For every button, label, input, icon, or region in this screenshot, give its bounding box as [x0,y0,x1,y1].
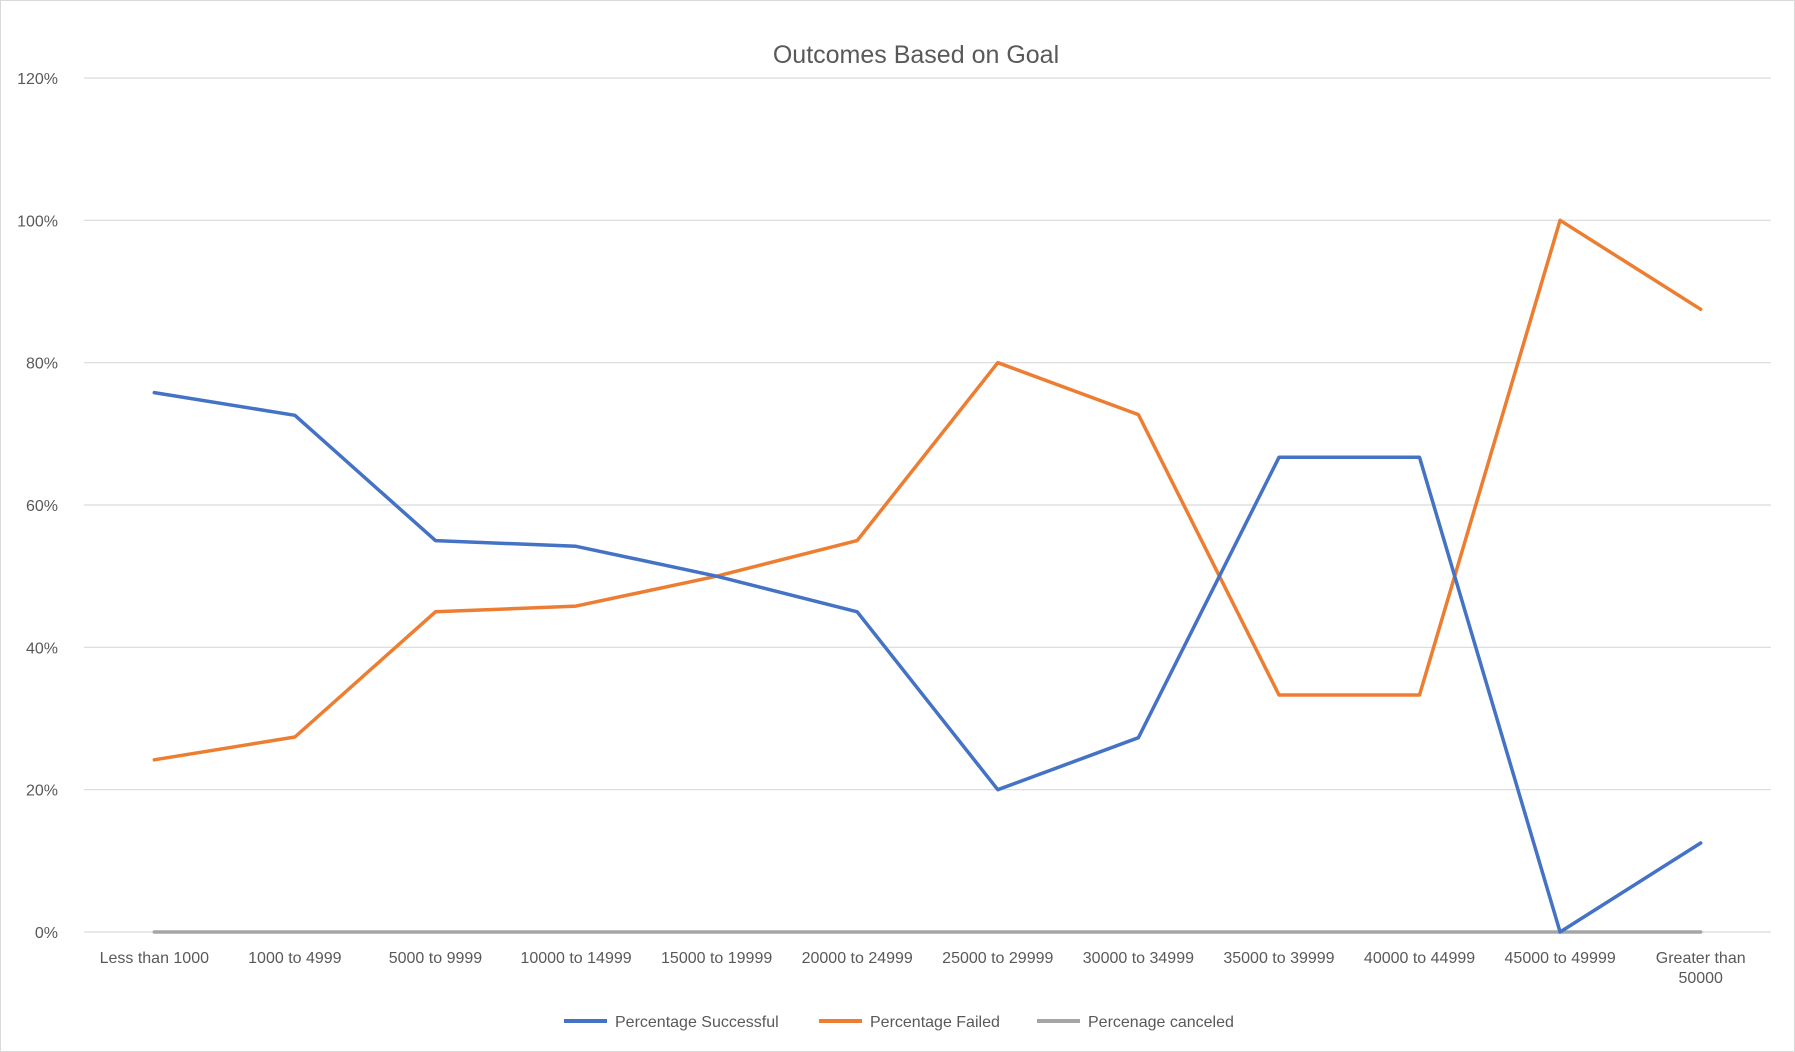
x-tick-label: 5000 to 9999 [389,950,483,967]
x-tick-label: Less than 1000 [100,950,210,967]
x-tick-label: 30000 to 34999 [1083,950,1194,967]
x-tick-label: 15000 to 19999 [661,950,772,967]
series-line-2 [152,218,1703,762]
y-tick-label: 60% [26,498,58,515]
x-tick-label: 10000 to 14999 [520,950,631,967]
chart-title: Outcomes Based on Goal [773,41,1059,69]
y-tick-label: 20% [26,783,58,800]
y-tick-label: 100% [17,213,58,230]
x-tick-label: Greater than 50000 [1656,950,1746,987]
x-tick-label: 40000 to 44999 [1364,950,1475,967]
legend-label: Percentage Successful [615,1014,779,1031]
y-tick-label: 80% [26,356,58,373]
x-tick-label: 45000 to 49999 [1505,950,1616,967]
y-axis-tick-labels: 0% 20% 40% 60% 80% 100% 120% [17,71,58,942]
gridlines [84,77,1771,933]
y-tick-label: 0% [35,925,58,942]
x-tick-label: 1000 to 4999 [248,950,342,967]
legend: Percentage Successful Percentage Failed Pe… [564,1014,1234,1031]
x-tick-label: 25000 to 29999 [942,950,1053,967]
y-tick-label: 120% [17,71,58,88]
legend-label: Percentage Failed [870,1014,1000,1031]
x-axis-tick-labels: Less than 1000 1000 to 4999 5000 to 9999 10… [100,950,1746,987]
series-line-1 [152,390,1703,934]
x-tick-label: 35000 to 39999 [1223,950,1334,967]
series-lines [152,218,1703,934]
legend-label: Percenage canceled [1088,1014,1234,1031]
x-tick-label: 20000 to 24999 [802,950,913,967]
y-tick-label: 40% [26,640,58,657]
